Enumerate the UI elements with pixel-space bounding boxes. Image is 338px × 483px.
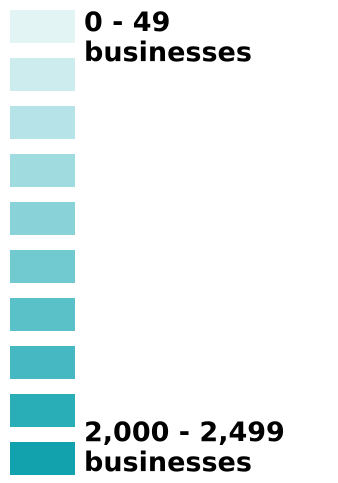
legend-min-range: 0 - 49 bbox=[84, 7, 171, 38]
legend-swatch bbox=[10, 442, 75, 475]
legend-swatch bbox=[10, 250, 75, 283]
legend-swatch bbox=[10, 202, 75, 235]
legend-max-unit: businesses bbox=[84, 447, 252, 478]
legend-swatch bbox=[10, 394, 75, 427]
legend-min-unit: businesses bbox=[84, 37, 252, 68]
legend-swatch bbox=[10, 298, 75, 331]
legend-min-label: 0 - 49 businesses bbox=[84, 8, 252, 68]
legend-swatch-list bbox=[10, 10, 75, 475]
legend-max-range: 2,000 - 2,499 bbox=[84, 417, 285, 448]
legend-max-label: 2,000 - 2,499 businesses bbox=[84, 418, 285, 478]
legend-swatch bbox=[10, 154, 75, 187]
legend-swatch bbox=[10, 106, 75, 139]
legend-swatch bbox=[10, 346, 75, 379]
legend-swatch bbox=[10, 58, 75, 91]
legend-swatch bbox=[10, 10, 75, 43]
